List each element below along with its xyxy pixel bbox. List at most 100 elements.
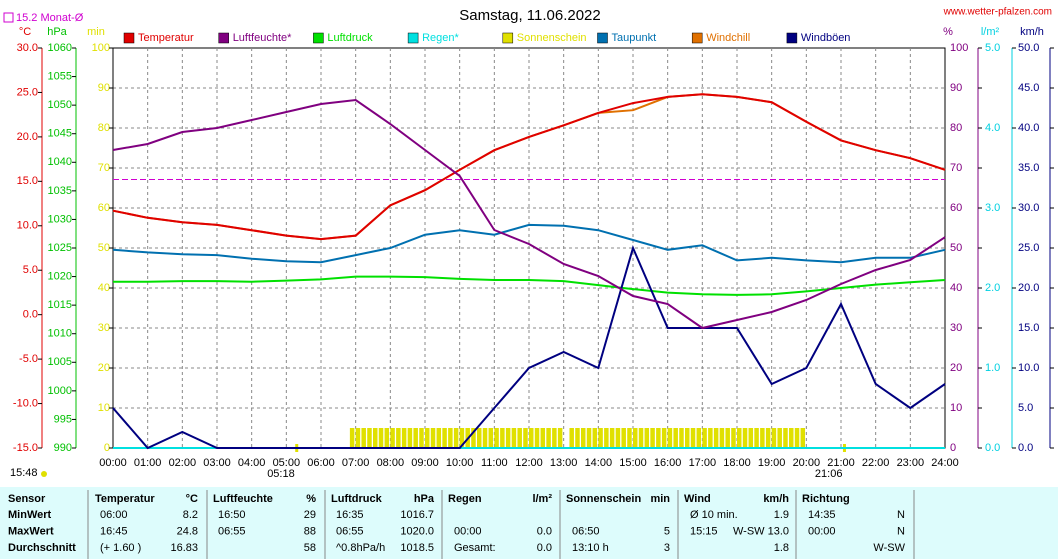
y-tick-label: 1020 xyxy=(48,270,72,282)
y-tick-label: 70 xyxy=(950,162,962,174)
x-tick-label: 11:00 xyxy=(481,457,508,469)
monthly-average-label: 15.2 Monat-Ø xyxy=(16,12,84,24)
site: www.wetter-pfalzen.com xyxy=(943,7,1052,18)
sunshine-bar xyxy=(725,428,730,448)
y-tick-label: 80 xyxy=(98,122,110,134)
table-header: min xyxy=(650,493,670,505)
sunshine-bar xyxy=(783,428,788,448)
table-cell: W-SW xyxy=(873,542,905,554)
sunshine-bar xyxy=(378,428,384,448)
table-cell: 1016.7 xyxy=(400,509,434,521)
legend-label: Luftdruck xyxy=(327,32,373,44)
y-tick-label: 50.0 xyxy=(1018,42,1039,54)
y-tick-label: 100 xyxy=(950,42,968,54)
y-tick-label: -10.0 xyxy=(13,397,38,409)
y-tick-label: 1015 xyxy=(48,299,72,311)
y-tick-label: 60 xyxy=(98,202,110,214)
table-cell: 06:50 xyxy=(572,525,600,537)
sunshine-bar xyxy=(592,428,598,448)
series-line xyxy=(113,275,946,296)
sunshine-bar xyxy=(575,428,580,448)
table-header: Sonnenschein xyxy=(566,493,641,505)
y-tick-label: 15.0 xyxy=(1018,322,1039,334)
series-line xyxy=(112,245,946,450)
table-cell: 3 xyxy=(664,542,670,554)
y-tick-label: 25.0 xyxy=(1018,242,1039,254)
x-tick-label: 01:00 xyxy=(134,457,162,469)
current-time: 15:48 xyxy=(10,467,38,479)
table-cell: Gesamt: xyxy=(454,542,496,554)
y-tick-label: 2.0 xyxy=(985,282,1000,294)
y-tick-label: 1055 xyxy=(48,70,72,82)
table-cell: 88 xyxy=(304,525,316,537)
y-tick-label: 30.0 xyxy=(17,42,38,54)
sunshine-bar xyxy=(696,428,702,448)
table-header: Wind xyxy=(684,493,711,505)
x-tick-label: 21:00 xyxy=(827,457,855,469)
sunshine-bar xyxy=(742,428,748,448)
sunshine-bar xyxy=(702,428,707,448)
sunshine-bar xyxy=(656,428,661,448)
legend-label: Temperatur xyxy=(138,32,194,44)
sunshine-bar xyxy=(760,428,765,448)
y-tick-label: 0.0 xyxy=(1018,442,1033,454)
axis-unit: l/m² xyxy=(981,26,1000,38)
sunshine-bar xyxy=(598,428,603,448)
sunshine-bar xyxy=(505,428,511,448)
y-tick-label: 4.0 xyxy=(985,122,1000,134)
sunshine-bar xyxy=(355,428,361,448)
series-line xyxy=(112,223,946,264)
sunset-label: 21:06 xyxy=(815,468,843,480)
legend-swatch xyxy=(123,32,135,44)
table-header: Luftfeuchte xyxy=(213,493,273,505)
table-header: l/m² xyxy=(532,493,552,505)
table-header: Richtung xyxy=(802,493,850,505)
y-tick-label: 30 xyxy=(950,322,962,334)
sunshine-bar xyxy=(430,428,436,448)
y-tick-label: 3.0 xyxy=(985,202,1000,214)
table-header: Temperatur xyxy=(95,493,155,505)
table-cell: N xyxy=(897,525,905,537)
y-tick-label: 10 xyxy=(950,402,962,414)
sunshine-bar xyxy=(569,428,574,448)
x-tick-label: 14:00 xyxy=(585,457,613,469)
x-tick-label: 18:00 xyxy=(723,457,751,469)
y-tick-label: 990 xyxy=(54,442,72,454)
sunshine-bar xyxy=(581,428,586,448)
sunshine-bar xyxy=(615,428,621,448)
y-tick-label: 80 xyxy=(950,122,962,134)
table-cell: 16:45 xyxy=(100,525,128,537)
sunshine-bar xyxy=(396,428,401,448)
sunshine-bar xyxy=(586,428,592,448)
sunshine-bar xyxy=(667,428,673,448)
axis-unit: min xyxy=(87,26,105,38)
sunshine-bar xyxy=(713,428,719,448)
y-tick-label: 50 xyxy=(950,242,962,254)
legend-label: Taupunkt xyxy=(612,32,657,44)
table-cell: 8.2 xyxy=(183,509,198,521)
table-dividers xyxy=(87,490,915,559)
table-cell: Durchschnitt xyxy=(8,542,76,554)
sunshine-bar xyxy=(789,428,794,448)
x-tick-label: 15:00 xyxy=(619,457,647,469)
sunshine-bar xyxy=(453,428,459,448)
sunshine-bar xyxy=(349,428,355,448)
sunshine-bar xyxy=(794,428,800,448)
sunshine-bar xyxy=(500,428,505,448)
legend-swatch xyxy=(313,32,324,44)
table-cell: 1.8 xyxy=(774,542,789,554)
sunshine-bar xyxy=(529,428,534,448)
y-tick-label: 90 xyxy=(98,82,110,94)
y-tick-label: 30 xyxy=(98,322,110,334)
y-tick-label: 1060 xyxy=(48,42,72,54)
y-tick-label: 1050 xyxy=(48,99,72,111)
y-tick-label: 90 xyxy=(950,82,962,94)
legend-swatch xyxy=(218,32,229,44)
sunshine-bar xyxy=(604,428,609,448)
legend-label: Regen* xyxy=(422,32,459,44)
y-tick-label: 1025 xyxy=(48,242,72,254)
table-header: Luftdruck xyxy=(331,493,383,505)
table-header: % xyxy=(306,493,316,505)
sunshine-bar xyxy=(650,428,655,448)
